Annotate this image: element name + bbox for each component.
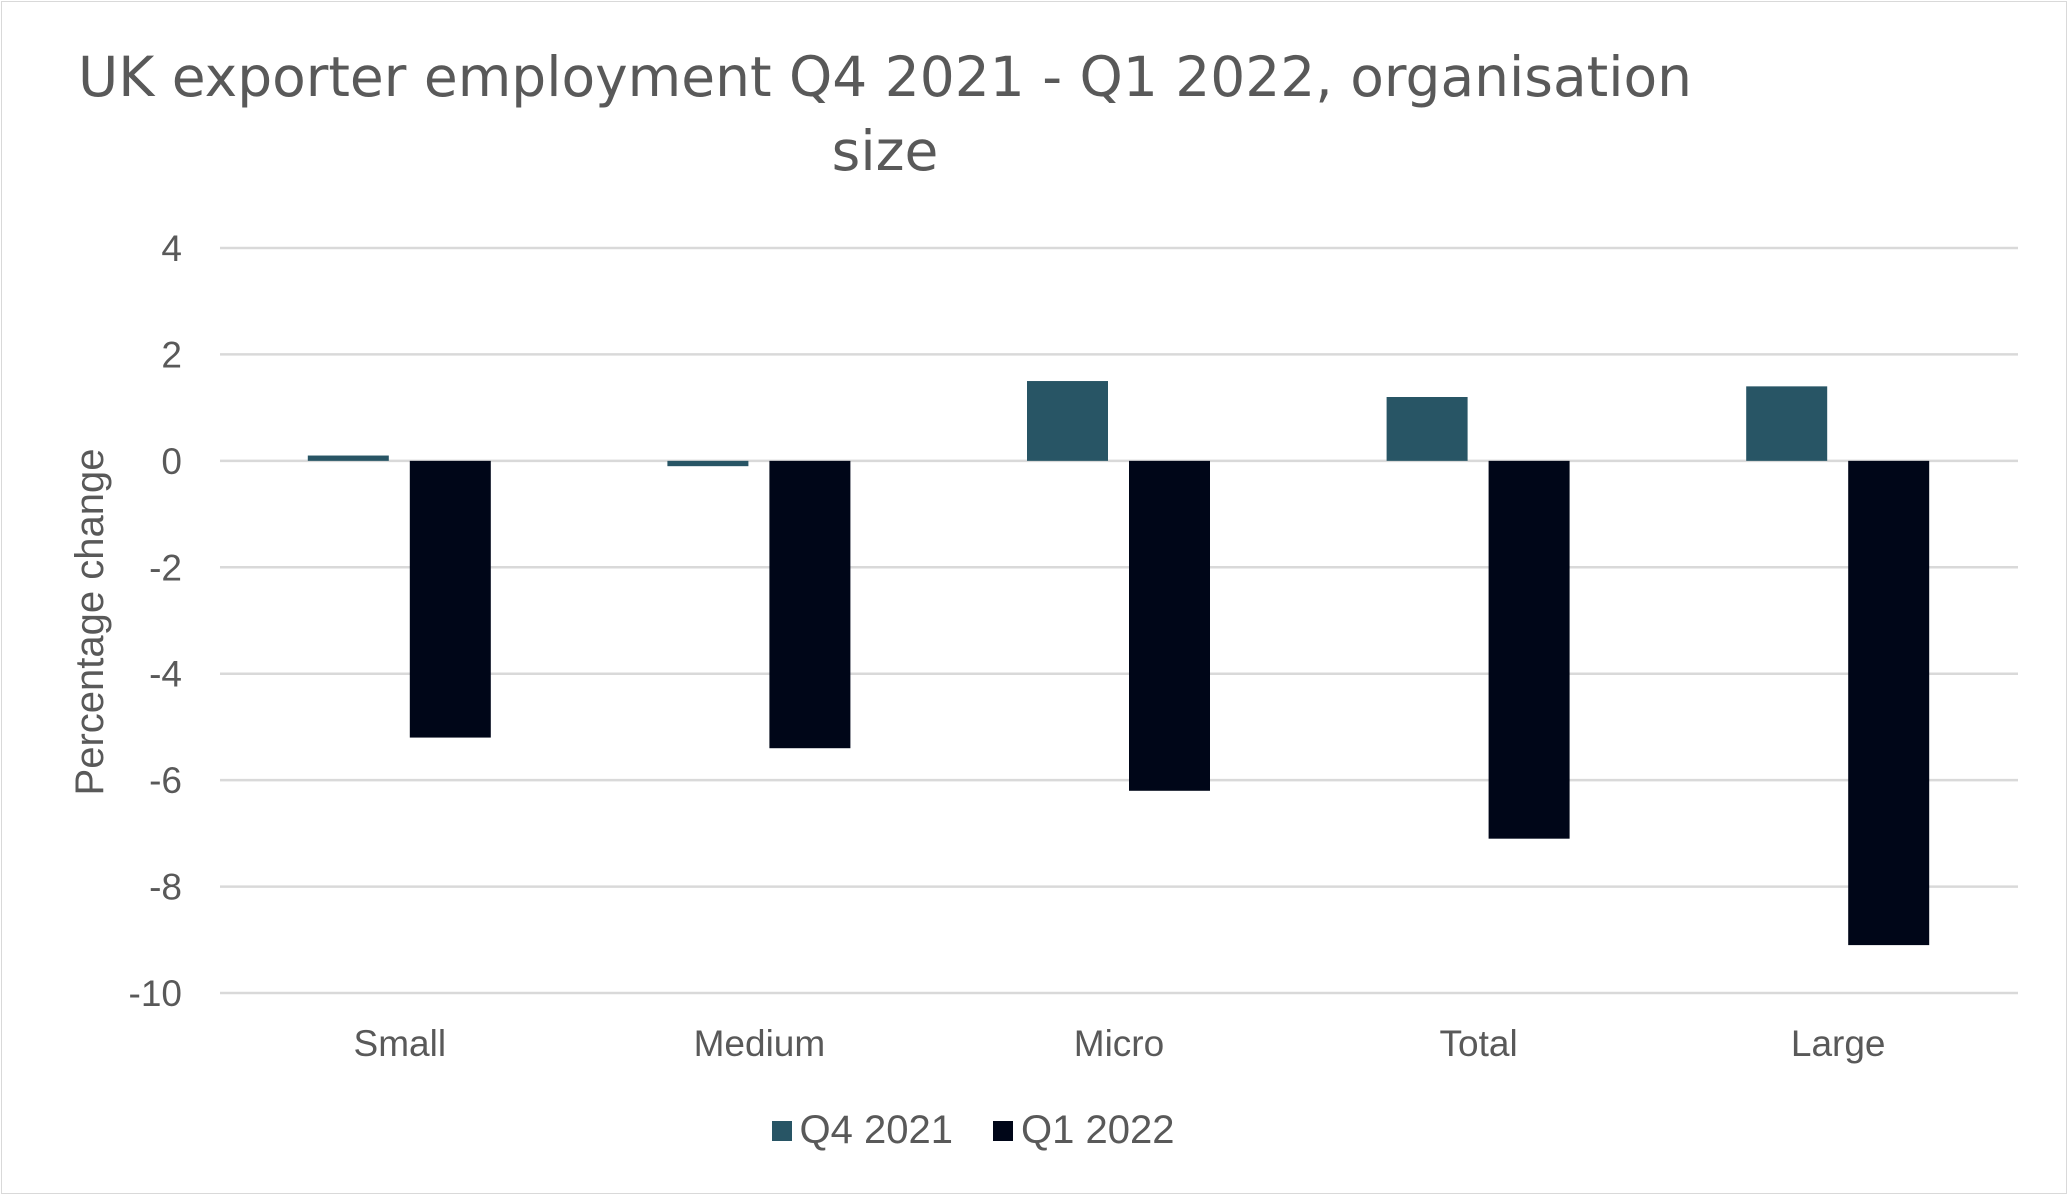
legend-item-q4-2021: Q4 2021	[771, 1108, 953, 1153]
y-tick-label: 2	[161, 334, 182, 375]
legend-label: Q1 2022	[1021, 1108, 1175, 1152]
y-tick-label: -10	[129, 973, 182, 1014]
y-axis-ticks: 4 2 0 -2 -4 -6 -8 -10	[129, 228, 182, 1014]
bar-q4-2021	[1746, 386, 1828, 461]
bar-q1-2022	[409, 460, 491, 738]
y-tick-label: -4	[149, 654, 182, 695]
bars	[307, 381, 1930, 946]
chart-title-line-1: UK exporter employment Q4 2021 - Q1 2022…	[77, 45, 1693, 109]
bar-q1-2022	[769, 460, 851, 749]
bar-q4-2021	[667, 460, 749, 467]
bar-q1-2022	[1488, 460, 1570, 839]
y-axis-label: Percentage change	[68, 449, 112, 796]
bar-q4-2021	[1027, 381, 1108, 461]
bar-q1-2022	[1848, 460, 1930, 946]
x-tick-label: Micro	[1074, 1023, 1164, 1064]
legend-swatch	[993, 1120, 1013, 1141]
y-tick-label: 4	[161, 228, 182, 269]
x-tick-label: Small	[354, 1023, 447, 1064]
legend-item-q1-2022: Q1 2022	[993, 1108, 1174, 1153]
legend: Q4 2021 Q1 2022	[0, 1108, 2008, 1153]
y-tick-label: 0	[161, 441, 182, 482]
legend-swatch	[771, 1120, 792, 1141]
x-tick-label: Total	[1440, 1023, 1518, 1064]
gridlines	[220, 246, 2018, 995]
y-tick-label: -6	[149, 760, 182, 801]
x-tick-label: Large	[1791, 1023, 1886, 1064]
bar-q1-2022	[1129, 460, 1210, 791]
x-axis-ticks: Small Medium Micro Total Large	[354, 1023, 1886, 1064]
y-tick-label: -8	[149, 867, 182, 908]
chart-title-line-2: size	[831, 119, 939, 183]
legend-label: Q4 2021	[799, 1108, 953, 1152]
x-tick-label: Medium	[694, 1023, 826, 1064]
bar-q4-2021	[1386, 397, 1468, 461]
bar-q4-2021	[307, 455, 389, 461]
chart-title: UK exporter employment Q4 2021 - Q1 2022…	[0, 40, 2070, 188]
y-tick-label: -2	[149, 547, 182, 588]
